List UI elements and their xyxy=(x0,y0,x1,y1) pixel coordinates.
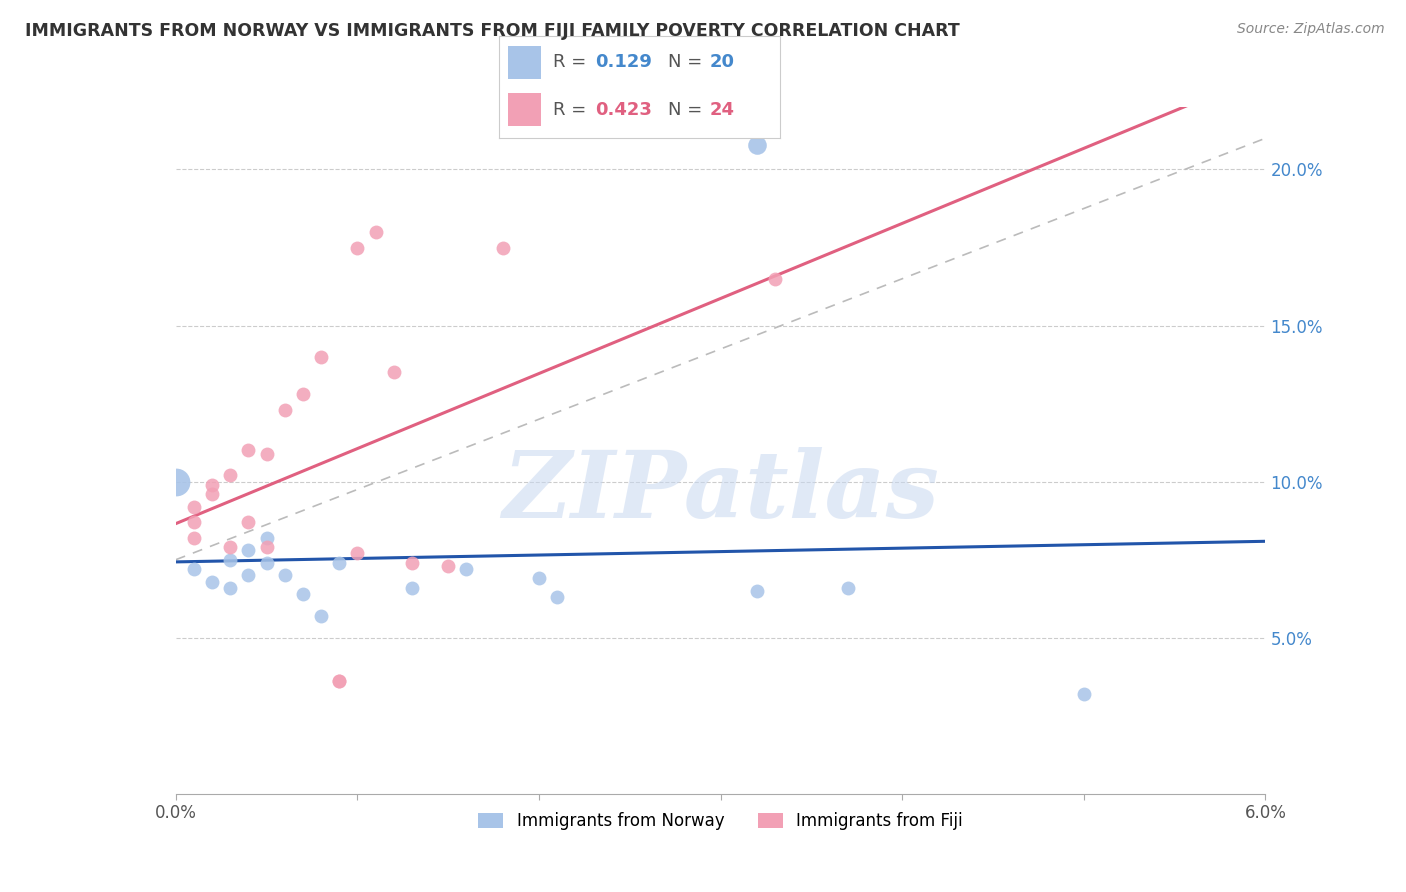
Text: N =: N = xyxy=(668,54,707,71)
Point xyxy=(837,581,859,595)
Text: 24: 24 xyxy=(710,101,735,119)
Point xyxy=(328,556,350,570)
Text: R =: R = xyxy=(553,101,592,119)
Text: 20: 20 xyxy=(710,54,735,71)
Point xyxy=(183,500,205,514)
Point xyxy=(165,475,187,489)
Point xyxy=(1073,687,1095,701)
Point xyxy=(238,543,260,558)
Point xyxy=(401,556,423,570)
Point xyxy=(364,225,387,239)
Text: 0.129: 0.129 xyxy=(595,54,651,71)
Point xyxy=(346,546,368,561)
Point xyxy=(219,468,242,483)
Legend: Immigrants from Norway, Immigrants from Fiji: Immigrants from Norway, Immigrants from … xyxy=(472,805,969,837)
Point xyxy=(201,487,224,501)
Point xyxy=(527,571,550,585)
Point xyxy=(274,403,297,417)
Point xyxy=(291,387,314,401)
Point xyxy=(256,531,278,545)
Bar xyxy=(508,93,541,126)
Point xyxy=(382,366,405,380)
Point xyxy=(256,446,278,460)
Point xyxy=(256,540,278,554)
Point xyxy=(309,608,332,623)
Point xyxy=(238,443,260,458)
Point xyxy=(492,240,515,255)
Point xyxy=(219,581,242,595)
Point xyxy=(291,587,314,601)
Point xyxy=(274,568,297,582)
Point xyxy=(745,583,768,598)
Point xyxy=(183,562,205,576)
Point xyxy=(201,478,224,492)
Text: ZIPatlas: ZIPatlas xyxy=(502,447,939,537)
Text: IMMIGRANTS FROM NORWAY VS IMMIGRANTS FROM FIJI FAMILY POVERTY CORRELATION CHART: IMMIGRANTS FROM NORWAY VS IMMIGRANTS FRO… xyxy=(25,22,960,40)
Point xyxy=(328,674,350,689)
Text: Source: ZipAtlas.com: Source: ZipAtlas.com xyxy=(1237,22,1385,37)
Bar xyxy=(508,45,541,78)
Point xyxy=(219,540,242,554)
Text: 0.423: 0.423 xyxy=(595,101,651,119)
Point xyxy=(201,574,224,589)
Point xyxy=(309,350,332,364)
Point xyxy=(238,568,260,582)
Point xyxy=(219,552,242,567)
Point xyxy=(546,591,568,605)
Point xyxy=(346,240,368,255)
Point xyxy=(238,515,260,529)
Point xyxy=(183,531,205,545)
Text: R =: R = xyxy=(553,54,592,71)
Point xyxy=(437,558,460,574)
Point xyxy=(745,137,768,152)
Point xyxy=(328,674,350,689)
Point xyxy=(183,515,205,529)
Point xyxy=(401,581,423,595)
Point xyxy=(763,271,786,285)
Text: N =: N = xyxy=(668,101,707,119)
Point xyxy=(256,556,278,570)
Point xyxy=(456,562,478,576)
